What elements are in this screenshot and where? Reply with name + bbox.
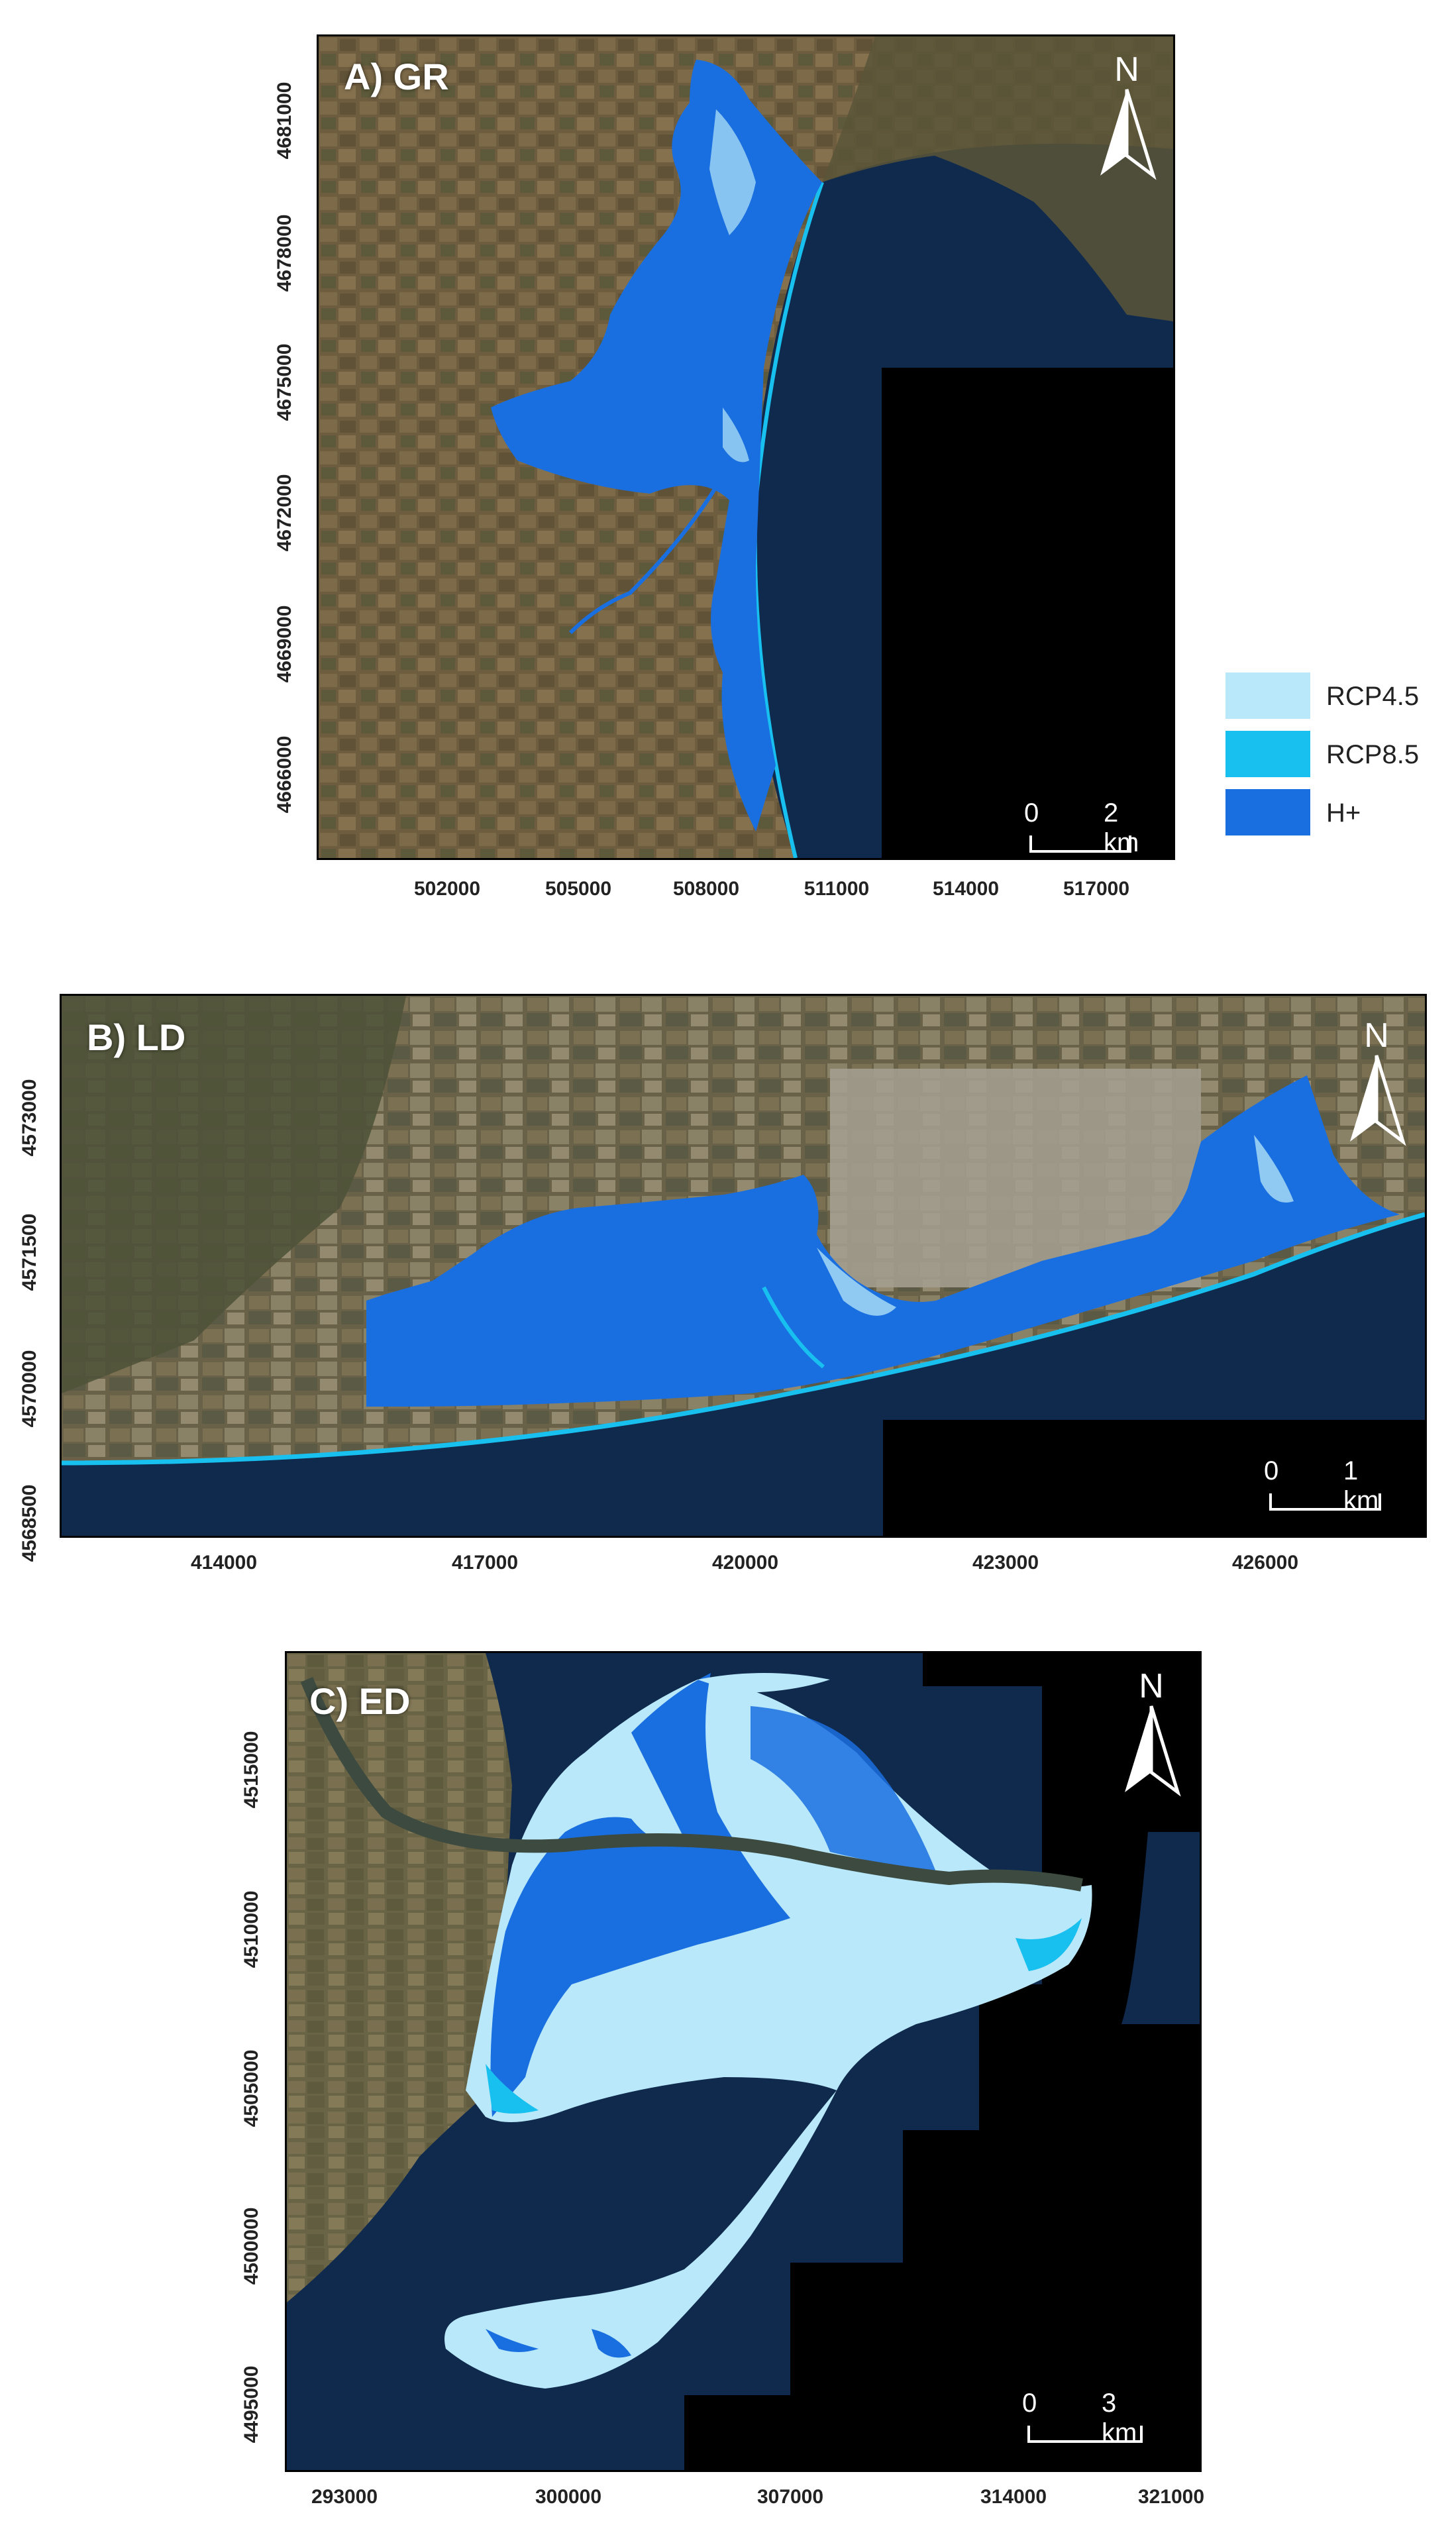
x-tick-label: 321000 xyxy=(1137,2486,1205,2508)
panel-title-b: B) LD xyxy=(87,1016,186,1058)
legend-swatch xyxy=(1225,789,1310,835)
x-tick-label: 502000 xyxy=(413,878,481,900)
north-label: N xyxy=(1139,1667,1164,1705)
scale-zero: 0 xyxy=(1024,798,1039,828)
y-tick-label: 4666000 xyxy=(274,735,295,814)
panel-title-c: C) ED xyxy=(309,1680,411,1722)
north-arrow: N xyxy=(1115,1666,1188,1799)
x-tick-label: 426000 xyxy=(1231,1552,1299,1574)
legend-swatch xyxy=(1225,672,1310,719)
y-tick-label: 4510000 xyxy=(240,1890,262,1968)
north-arrow: N xyxy=(1090,50,1163,182)
scale-bar: 0 3 km xyxy=(1022,2389,1148,2448)
y-tick-label: 4573000 xyxy=(19,1079,40,1157)
y-tick-label: 4678000 xyxy=(274,214,295,292)
map-image-ed xyxy=(287,1653,1200,2470)
legend-label: RCP8.5 xyxy=(1326,740,1420,769)
x-tick-label: 300000 xyxy=(535,2486,602,2508)
y-tick-label: 4500000 xyxy=(240,2207,262,2285)
north-arrow-icon xyxy=(1350,1055,1406,1146)
x-tick-label: 414000 xyxy=(190,1552,258,1574)
y-tick-label: 4495000 xyxy=(240,2365,262,2444)
map-panel-c: C) ED N 0 3 km xyxy=(285,1651,1202,2472)
map-panel-b: B) LD N 0 1 km xyxy=(60,994,1427,1538)
x-tick-label: 307000 xyxy=(756,2486,824,2508)
y-tick-label: 4515000 xyxy=(240,1731,262,1809)
x-tick-label: 511000 xyxy=(804,878,870,900)
x-tick-label: 508000 xyxy=(672,878,740,900)
y-tick-label: 4669000 xyxy=(274,605,295,683)
panel-title-a: A) GR xyxy=(344,56,449,97)
north-label: N xyxy=(1364,1016,1389,1055)
scale-zero: 0 xyxy=(1022,2389,1037,2418)
x-tick-label: 293000 xyxy=(311,2486,378,2508)
y-tick-label: 4568500 xyxy=(19,1484,40,1562)
x-tick-label: 423000 xyxy=(972,1552,1039,1574)
north-label: N xyxy=(1114,50,1139,89)
north-arrow-icon xyxy=(1100,89,1157,180)
x-tick-label: 314000 xyxy=(980,2486,1047,2508)
x-tick-label: 505000 xyxy=(545,878,612,900)
north-arrow: N xyxy=(1340,1016,1413,1148)
y-tick-label: 4505000 xyxy=(240,2049,262,2127)
y-tick-label: 4571500 xyxy=(19,1213,40,1291)
x-tick-label: 417000 xyxy=(451,1552,519,1574)
legend-swatch xyxy=(1225,731,1310,777)
scale-bar: 0 1 km xyxy=(1264,1456,1386,1516)
legend-label: H+ xyxy=(1326,798,1361,828)
y-tick-label: 4672000 xyxy=(274,474,295,552)
north-arrow-icon xyxy=(1125,1705,1181,1797)
x-tick-label: 420000 xyxy=(711,1552,779,1574)
map-panel-a: A) GR N 0 2 km xyxy=(317,34,1175,860)
scale-bar: 0 2 km xyxy=(1024,798,1139,858)
map-image-ld xyxy=(62,996,1425,1536)
y-tick-label: 4570000 xyxy=(19,1350,40,1428)
y-tick-label: 4675000 xyxy=(274,343,295,421)
y-tick-label: 4681000 xyxy=(274,81,295,160)
x-tick-label: 517000 xyxy=(1063,878,1130,900)
x-tick-label: 514000 xyxy=(932,878,1000,900)
scale-zero: 0 xyxy=(1264,1456,1279,1485)
legend-label: RCP4.5 xyxy=(1326,682,1420,711)
map-image-gr xyxy=(319,36,1173,858)
